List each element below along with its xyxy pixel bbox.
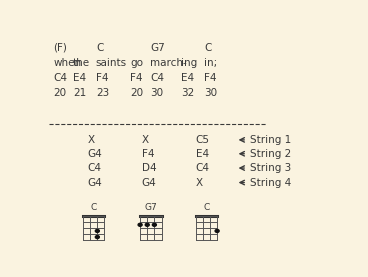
Circle shape [95, 229, 99, 232]
Text: (F): (F) [53, 43, 67, 53]
Text: G4: G4 [87, 178, 102, 188]
Text: ing: ing [181, 58, 198, 68]
Text: F4: F4 [96, 73, 109, 83]
Text: X: X [196, 178, 203, 188]
Text: 30: 30 [150, 88, 163, 98]
Text: F4: F4 [142, 149, 154, 159]
Text: G4: G4 [142, 178, 156, 188]
Text: C: C [204, 43, 212, 53]
Text: 32: 32 [181, 88, 195, 98]
Text: X: X [87, 135, 95, 145]
Text: C4: C4 [150, 73, 164, 83]
Text: F4: F4 [130, 73, 143, 83]
Text: String 3: String 3 [250, 163, 291, 173]
Text: C4: C4 [53, 73, 67, 83]
Circle shape [145, 223, 149, 226]
Circle shape [152, 223, 156, 226]
Text: when: when [53, 58, 81, 68]
Text: go: go [130, 58, 143, 68]
Text: C: C [203, 203, 209, 212]
Text: D4: D4 [142, 163, 156, 173]
Text: String 2: String 2 [250, 149, 291, 159]
Text: E4: E4 [181, 73, 195, 83]
Text: E4: E4 [196, 149, 209, 159]
Text: C4: C4 [196, 163, 210, 173]
Text: String 4: String 4 [250, 178, 291, 188]
Text: G7: G7 [150, 43, 165, 53]
Text: E4: E4 [73, 73, 86, 83]
Text: G7: G7 [144, 203, 157, 212]
Text: saints: saints [96, 58, 127, 68]
Text: 20: 20 [130, 88, 143, 98]
Text: C4: C4 [87, 163, 101, 173]
Text: F4: F4 [204, 73, 217, 83]
Text: in;: in; [204, 58, 217, 68]
Text: C5: C5 [196, 135, 210, 145]
Text: march-: march- [150, 58, 187, 68]
Text: C: C [91, 203, 97, 212]
Text: the: the [73, 58, 90, 68]
Text: 23: 23 [96, 88, 109, 98]
Text: 20: 20 [53, 88, 66, 98]
Text: 21: 21 [73, 88, 86, 98]
Text: X: X [142, 135, 149, 145]
Text: 30: 30 [204, 88, 217, 98]
Text: String 1: String 1 [250, 135, 291, 145]
Text: G4: G4 [87, 149, 102, 159]
Circle shape [138, 223, 142, 226]
Circle shape [95, 235, 99, 238]
Text: C: C [96, 43, 103, 53]
Circle shape [215, 229, 219, 232]
